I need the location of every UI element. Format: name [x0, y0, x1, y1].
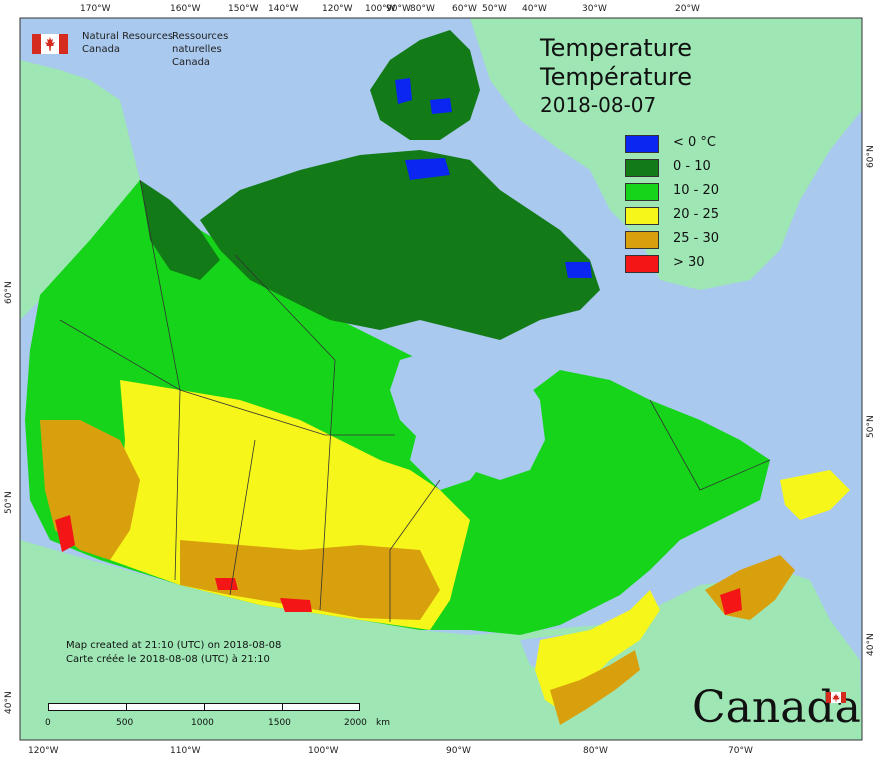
- scale-segment: [204, 703, 283, 711]
- scale-segment: [282, 703, 360, 711]
- legend-label: 10 - 20: [673, 183, 720, 198]
- org-name-fr: Ressources naturelles Canada: [172, 30, 270, 69]
- graticule-left-40n: 40°N: [4, 691, 14, 714]
- legend-label: 25 - 30: [673, 231, 720, 246]
- wordmark-flag-icon: [826, 692, 846, 703]
- graticule-left-50n: 50°N: [4, 491, 14, 514]
- graticule-bottom-100w: 100°W: [308, 746, 339, 756]
- map-date: 2018-08-07: [540, 93, 657, 117]
- legend-item: 10 - 20: [625, 181, 825, 203]
- provincial-borders: [59, 179, 771, 622]
- graticule-top-120w: 120°W: [322, 4, 353, 14]
- graticule-top-150w: 150°W: [228, 4, 259, 14]
- title-en: Temperature: [540, 34, 693, 62]
- graticule-bottom-110w: 110°W: [170, 746, 201, 756]
- canada-wordmark: Canada: [692, 682, 861, 733]
- graticule-top-30w: 30°W: [582, 4, 607, 14]
- org-name-fr-line2: Canada: [172, 57, 211, 68]
- legend-label: > 30: [673, 255, 705, 270]
- scale-tick: 1500: [268, 718, 291, 728]
- graticule-top-20w: 20°W: [675, 4, 700, 14]
- scale-unit: km: [376, 718, 390, 728]
- legend-item: 25 - 30: [625, 229, 825, 251]
- map-title: Temperature Température 2018-08-07: [540, 34, 692, 118]
- legend-label: < 0 °C: [673, 135, 717, 150]
- graticule-top-160w: 160°W: [170, 4, 201, 14]
- region-below-0-baffin: [565, 262, 592, 278]
- region-20-25-ontario: [535, 590, 660, 710]
- legend-item: 0 - 10: [625, 157, 825, 179]
- graticule-top-170w: 170°W: [80, 4, 111, 14]
- graticule-right-50n: 50°N: [866, 415, 876, 438]
- legend-label: 20 - 25: [673, 207, 720, 222]
- scale-tick: 2000: [344, 718, 367, 728]
- graticule-right-60n: 60°N: [866, 145, 876, 168]
- graticule-right-40n: 40°N: [866, 633, 876, 656]
- scale-tick: 1000: [191, 718, 214, 728]
- legend-swatch: [625, 207, 659, 225]
- region-25-30-prairies: [180, 540, 440, 620]
- region-0-10-north: [370, 30, 480, 140]
- graticule-bottom-80w: 80°W: [583, 746, 608, 756]
- org-name-en: Natural Resources Canada: [82, 30, 173, 56]
- region-above-30-nb: [720, 588, 742, 615]
- region-above-30-bc: [55, 515, 75, 552]
- legend-item: 20 - 25: [625, 205, 825, 227]
- legend-swatch: [625, 159, 659, 177]
- legend-swatch: [625, 231, 659, 249]
- org-name-en-line2: Canada: [82, 44, 121, 55]
- graticule-left-60n: 60°N: [4, 281, 14, 304]
- region-above-30-prairies: [280, 598, 312, 612]
- map-credits: Map created at 21:10 (UTC) on 2018-08-08…: [66, 639, 281, 667]
- graticule-bottom-70w: 70°W: [728, 746, 753, 756]
- alaska-landmass: [20, 60, 140, 320]
- scale-bar: 0 500 1000 1500 2000 km: [45, 703, 390, 729]
- legend-label: 0 - 10: [673, 159, 711, 174]
- legend-item: < 0 °C: [625, 133, 825, 155]
- credit-en: Map created at 21:10 (UTC) on 2018-08-08: [66, 640, 282, 651]
- map-border: [19, 17, 863, 741]
- legend-swatch: [625, 135, 659, 153]
- graticule-bottom-90w: 90°W: [446, 746, 471, 756]
- nrcan-signature: Natural Resources Canada Ressources natu…: [30, 30, 270, 68]
- region-below-0-devon: [405, 158, 450, 180]
- usa-landmass: [20, 540, 862, 740]
- scale-segment: [48, 703, 127, 711]
- title-fr: Température: [540, 63, 693, 91]
- graticule-bottom-120w: 120°W: [28, 746, 59, 756]
- greenland-landmass: [470, 18, 862, 290]
- legend-swatch: [625, 255, 659, 273]
- region-below-0-ellesmere: [395, 78, 412, 104]
- region-below-0-ellesmere-2: [430, 98, 452, 114]
- region-20-25-maritimes: [780, 470, 850, 520]
- region-above-30-saskatchewan: [215, 578, 238, 590]
- scale-tick: 500: [116, 718, 134, 728]
- graticule-top-80w: 80°W: [410, 4, 435, 14]
- scale-tick: 0: [45, 718, 51, 728]
- graticule-top-140w: 140°W: [268, 4, 299, 14]
- credit-fr: Carte créée le 2018-08-08 (UTC) à 21:10: [66, 654, 270, 665]
- legend-item: > 30: [625, 253, 825, 275]
- graticule-top-90w: 90°W: [386, 4, 411, 14]
- legend-swatch: [625, 183, 659, 201]
- graticule-top-100w: 100°W: [365, 4, 396, 14]
- graticule-top-60w: 60°W: [452, 4, 477, 14]
- graticule-top-40w: 40°W: [522, 4, 547, 14]
- org-name-en-line1: Natural Resources: [82, 31, 174, 42]
- canada-flag-icon: [32, 34, 68, 54]
- region-0-10-yukon: [140, 180, 220, 280]
- graticule-top-50w: 50°W: [482, 4, 507, 14]
- scale-segment: [126, 703, 205, 711]
- org-name-fr-line1: Ressources naturelles: [172, 31, 229, 55]
- region-0-10-arctic: [200, 150, 600, 340]
- region-25-30-ontario: [550, 650, 640, 725]
- hudson-bay: [390, 345, 545, 480]
